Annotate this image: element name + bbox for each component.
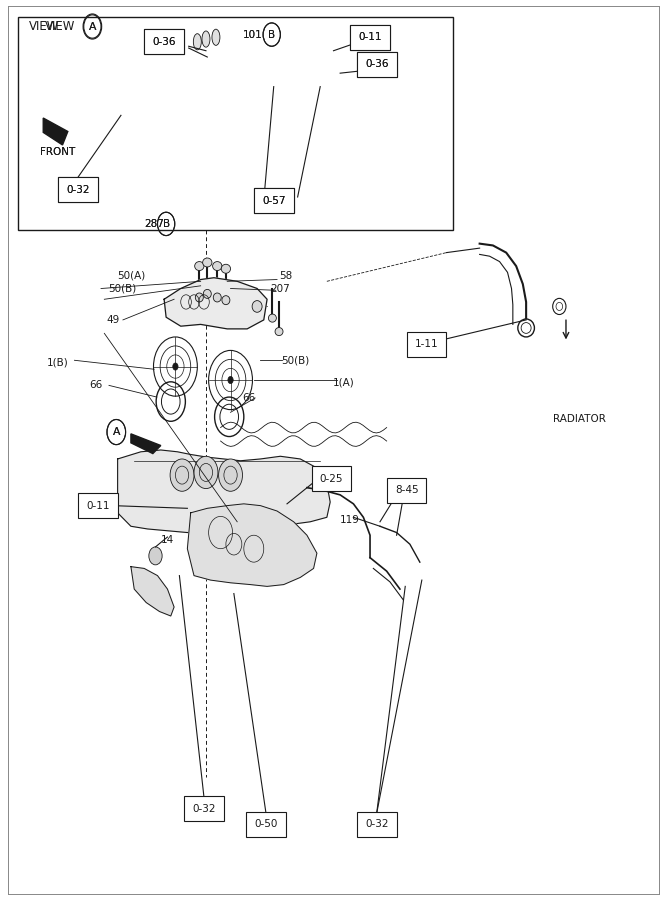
Text: 101: 101 bbox=[243, 31, 262, 40]
FancyBboxPatch shape bbox=[144, 29, 184, 54]
Text: 0-36: 0-36 bbox=[152, 37, 176, 47]
Text: B: B bbox=[268, 30, 275, 40]
Text: 0-36: 0-36 bbox=[365, 59, 388, 69]
Text: 207: 207 bbox=[271, 284, 290, 293]
FancyBboxPatch shape bbox=[184, 796, 224, 822]
Ellipse shape bbox=[202, 31, 210, 47]
Text: A: A bbox=[113, 428, 120, 437]
FancyBboxPatch shape bbox=[18, 16, 453, 230]
FancyBboxPatch shape bbox=[350, 24, 390, 50]
Text: FRONT: FRONT bbox=[40, 147, 75, 158]
Text: FRONT: FRONT bbox=[40, 147, 75, 158]
FancyBboxPatch shape bbox=[311, 466, 352, 491]
Text: 0-32: 0-32 bbox=[66, 184, 89, 194]
Text: 66: 66 bbox=[242, 393, 255, 403]
Text: 0-32: 0-32 bbox=[365, 819, 388, 829]
Ellipse shape bbox=[213, 262, 222, 271]
Polygon shape bbox=[267, 37, 400, 91]
Text: 49: 49 bbox=[106, 315, 119, 325]
FancyBboxPatch shape bbox=[144, 29, 184, 54]
FancyBboxPatch shape bbox=[58, 177, 97, 202]
Ellipse shape bbox=[518, 319, 534, 337]
Polygon shape bbox=[181, 41, 253, 77]
Polygon shape bbox=[131, 434, 161, 454]
Ellipse shape bbox=[203, 290, 211, 299]
Text: 0-57: 0-57 bbox=[262, 195, 285, 205]
FancyBboxPatch shape bbox=[350, 24, 390, 50]
Text: A: A bbox=[89, 22, 96, 32]
Text: 0-36: 0-36 bbox=[152, 37, 176, 47]
Text: 50(A): 50(A) bbox=[117, 271, 145, 281]
Text: 66: 66 bbox=[89, 381, 102, 391]
FancyBboxPatch shape bbox=[58, 177, 97, 202]
Circle shape bbox=[170, 459, 194, 491]
FancyBboxPatch shape bbox=[357, 812, 397, 837]
Ellipse shape bbox=[222, 296, 230, 305]
Ellipse shape bbox=[221, 265, 231, 274]
Text: RADIATOR: RADIATOR bbox=[553, 414, 606, 424]
Text: 0-11: 0-11 bbox=[86, 500, 109, 510]
Ellipse shape bbox=[195, 293, 203, 302]
Circle shape bbox=[228, 376, 233, 383]
FancyBboxPatch shape bbox=[357, 51, 397, 76]
Text: VIEW: VIEW bbox=[29, 20, 60, 33]
Ellipse shape bbox=[252, 301, 262, 312]
Text: 1-11: 1-11 bbox=[415, 339, 438, 349]
Polygon shape bbox=[117, 450, 330, 533]
FancyBboxPatch shape bbox=[78, 493, 117, 518]
FancyBboxPatch shape bbox=[253, 188, 293, 213]
Text: 287: 287 bbox=[144, 219, 164, 229]
Ellipse shape bbox=[553, 299, 566, 314]
Text: 0-25: 0-25 bbox=[319, 473, 344, 483]
Circle shape bbox=[149, 547, 162, 565]
Text: VIEW: VIEW bbox=[45, 20, 75, 33]
Circle shape bbox=[173, 363, 178, 370]
Polygon shape bbox=[43, 118, 68, 145]
Polygon shape bbox=[164, 278, 267, 328]
Text: 50(B): 50(B) bbox=[108, 284, 137, 293]
FancyBboxPatch shape bbox=[387, 478, 426, 503]
Text: 1(B): 1(B) bbox=[47, 357, 69, 367]
Polygon shape bbox=[131, 567, 174, 616]
Ellipse shape bbox=[268, 314, 276, 322]
Ellipse shape bbox=[195, 262, 204, 271]
Ellipse shape bbox=[275, 328, 283, 336]
Ellipse shape bbox=[203, 258, 212, 267]
FancyBboxPatch shape bbox=[407, 331, 446, 356]
Ellipse shape bbox=[213, 293, 221, 302]
Text: 0-57: 0-57 bbox=[262, 195, 285, 205]
Ellipse shape bbox=[212, 29, 220, 45]
Text: 50(B): 50(B) bbox=[281, 356, 309, 365]
FancyBboxPatch shape bbox=[253, 188, 293, 213]
Text: 0-36: 0-36 bbox=[365, 59, 388, 69]
Circle shape bbox=[219, 459, 243, 491]
FancyBboxPatch shape bbox=[357, 51, 397, 76]
FancyBboxPatch shape bbox=[246, 812, 285, 837]
Text: 0-11: 0-11 bbox=[358, 32, 382, 42]
Text: 8-45: 8-45 bbox=[395, 485, 418, 495]
Text: A: A bbox=[113, 428, 120, 437]
Ellipse shape bbox=[193, 33, 201, 50]
Text: A: A bbox=[89, 22, 96, 32]
Text: 1(A): 1(A) bbox=[333, 378, 354, 388]
Text: 101: 101 bbox=[243, 31, 262, 40]
Polygon shape bbox=[187, 504, 317, 587]
Text: 0-11: 0-11 bbox=[358, 32, 382, 42]
Text: 0-50: 0-50 bbox=[254, 819, 277, 829]
Text: B: B bbox=[268, 30, 275, 40]
Text: B: B bbox=[163, 219, 169, 229]
Text: 14: 14 bbox=[161, 535, 174, 544]
Text: 287: 287 bbox=[144, 219, 164, 229]
Text: B: B bbox=[163, 219, 169, 229]
Circle shape bbox=[194, 456, 218, 489]
Text: 0-32: 0-32 bbox=[192, 804, 215, 814]
Text: 119: 119 bbox=[340, 515, 360, 525]
Text: 58: 58 bbox=[279, 271, 292, 281]
Text: 0-32: 0-32 bbox=[66, 184, 89, 194]
